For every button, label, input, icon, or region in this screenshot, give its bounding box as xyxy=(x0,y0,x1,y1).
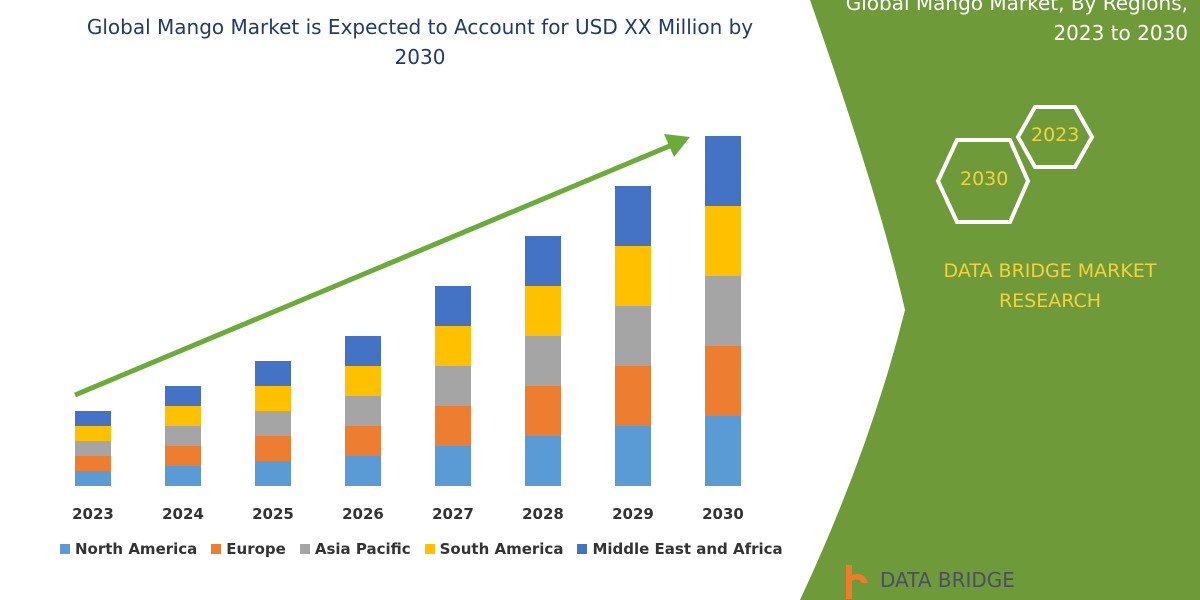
bar-2025-middle-east-and-africa xyxy=(255,361,291,386)
x-tick-label: 2030 xyxy=(702,505,744,523)
bar-2029-south-america xyxy=(615,246,651,306)
legend-label: North America xyxy=(75,540,198,558)
x-tick-label: 2029 xyxy=(612,505,654,523)
bar-2023-north-america xyxy=(75,471,111,486)
x-tick-label: 2025 xyxy=(252,505,294,523)
hexagon-2023 xyxy=(1015,105,1095,169)
trend-arrow xyxy=(74,142,673,398)
x-tick-label: 2023 xyxy=(72,505,114,523)
bar-2027-south-america xyxy=(435,326,471,366)
bar-2027-europe xyxy=(435,406,471,446)
legend-swatch xyxy=(211,544,222,554)
bar-2025-europe xyxy=(255,436,291,461)
bar-2025-asia-pacific xyxy=(255,411,291,436)
bar-2024-middle-east-and-africa xyxy=(165,386,201,406)
legend-item: Europe xyxy=(211,540,286,558)
hex-label-2023: 2023 xyxy=(1031,124,1080,146)
logo-mark-icon xyxy=(846,565,868,599)
legend-swatch xyxy=(60,544,70,554)
hexagon-2030 xyxy=(935,138,1031,224)
brand-line1: DATA BRIDGE MARKET xyxy=(943,260,1157,282)
side-title-line2: 2023 to 2030 xyxy=(1053,21,1188,45)
side-title: Global Mango Market, By Regions, 2023 to… xyxy=(808,0,1188,48)
legend-swatch xyxy=(299,544,310,554)
x-tick-label: 2024 xyxy=(162,505,204,523)
bar-2026-europe xyxy=(345,426,381,456)
bar-2025-north-america xyxy=(255,461,291,486)
bar-2027-north-america xyxy=(435,446,471,486)
legend-swatch xyxy=(424,544,435,554)
side-title-line1: Global Mango Market, By Regions, xyxy=(845,0,1188,15)
legend-item: Middle East and Africa xyxy=(577,540,783,558)
bar-2030-middle-east-and-africa xyxy=(705,136,741,206)
legend-item: South America xyxy=(424,540,564,558)
bar-2026-south-america xyxy=(345,366,381,396)
bar-2030-asia-pacific xyxy=(705,276,741,346)
bar-2023-europe xyxy=(75,456,111,471)
bar-2024-south-america xyxy=(165,406,201,426)
brand-line2: RESEARCH xyxy=(998,290,1102,312)
bar-2028-europe xyxy=(525,386,561,436)
x-ticks: 2023 2024 2025 2026 2027 2028 2029 2030 xyxy=(72,505,744,523)
legend-label: Middle East and Africa xyxy=(592,540,783,558)
bar-2026-middle-east-and-africa xyxy=(345,336,381,366)
legend-label: Europe xyxy=(226,540,286,558)
green-side-panel xyxy=(800,0,1200,600)
brand-text: DATA BRIDGE MARKET RESEARCH xyxy=(920,256,1180,316)
legend: North America Europe Asia Pacific South Ame… xyxy=(60,540,783,558)
footer-logo: DATA BRIDGE xyxy=(880,568,1015,592)
bar-2024-north-america xyxy=(165,466,201,486)
bar-2026-asia-pacific xyxy=(345,396,381,426)
bar-2023-south-america xyxy=(75,426,111,441)
bars-group xyxy=(75,136,741,486)
bar-2028-middle-east-and-africa xyxy=(525,236,561,286)
legend-label: Asia Pacific xyxy=(314,540,411,558)
bar-2029-europe xyxy=(615,366,651,426)
bar-2023-asia-pacific xyxy=(75,441,111,456)
x-tick-label: 2026 xyxy=(342,505,384,523)
x-tick-label: 2027 xyxy=(432,505,474,523)
bar-2025-south-america xyxy=(255,386,291,411)
legend-item: Asia Pacific xyxy=(299,540,411,558)
bar-2024-europe xyxy=(165,446,201,466)
bar-2029-north-america xyxy=(615,426,651,486)
legend-swatch xyxy=(577,544,588,554)
hex-label-2030: 2030 xyxy=(960,168,1009,190)
bar-2030-europe xyxy=(705,346,741,416)
bar-2030-south-america xyxy=(705,206,741,276)
bar-2028-asia-pacific xyxy=(525,336,561,386)
bar-2029-asia-pacific xyxy=(615,306,651,366)
bar-2028-south-america xyxy=(525,286,561,336)
bar-2027-middle-east-and-africa xyxy=(435,286,471,326)
x-tick-label: 2028 xyxy=(522,505,564,523)
bar-2027-asia-pacific xyxy=(435,366,471,406)
bar-2024-asia-pacific xyxy=(165,426,201,446)
bar-2030-north-america xyxy=(705,416,741,486)
legend-label: South America xyxy=(439,540,564,558)
bar-2026-north-america xyxy=(345,456,381,486)
trend-arrowhead xyxy=(664,134,690,157)
chart-title: Global Mango Market is Expected to Accou… xyxy=(86,15,754,69)
bar-2029-middle-east-and-africa xyxy=(615,186,651,246)
bar-2028-north-america xyxy=(525,436,561,486)
bar-2023-middle-east-and-africa xyxy=(75,411,111,426)
legend-item: North America xyxy=(60,540,197,558)
